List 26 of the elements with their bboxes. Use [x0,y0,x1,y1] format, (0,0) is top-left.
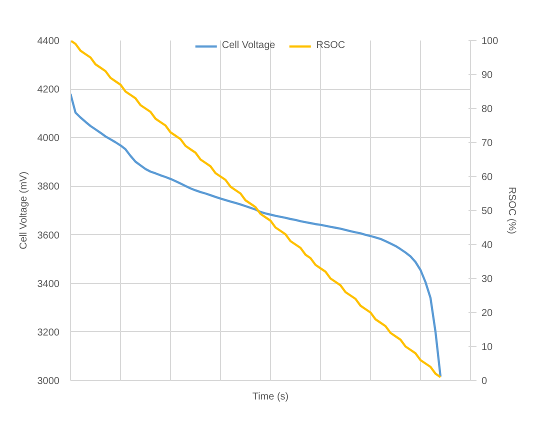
y-tick-label: 4000 [37,133,60,144]
line-series [70,92,442,378]
y-tick-label: 4200 [37,84,60,96]
y2-tick-label: 30 [482,274,494,285]
y2-tick-label: 50 [482,206,494,217]
y-tick-label: 3200 [37,327,60,338]
line-series [70,40,442,378]
y-tick-label: 3600 [37,230,60,242]
y-tick-label: 3800 [37,182,60,193]
y2-tick-label: 90 [482,70,494,81]
y-tick-label: 3400 [37,278,60,290]
y2-tick-label: 60 [482,172,494,183]
y2-tick-label: 20 [482,308,494,319]
legend-label: RSOC [316,40,346,51]
x-axis-title: Time (s) [252,392,289,402]
y2-tick-label: 100 [482,36,499,47]
y-tick-label: 3000 [37,376,60,387]
y-tick-label: 4400 [37,36,60,47]
y2-axis-title: RSOC (%) [506,186,518,234]
y2-tick-label: 70 [482,138,494,149]
y-axis-title: Cell Voltage (mV) [18,172,30,250]
y2-tick-label: 10 [482,342,494,353]
y2-tick-label: 0 [482,376,488,387]
y2-tick-label: 40 [482,240,494,251]
legend-label: Cell Voltage [222,40,276,51]
y2-tick-label: 80 [482,104,494,115]
